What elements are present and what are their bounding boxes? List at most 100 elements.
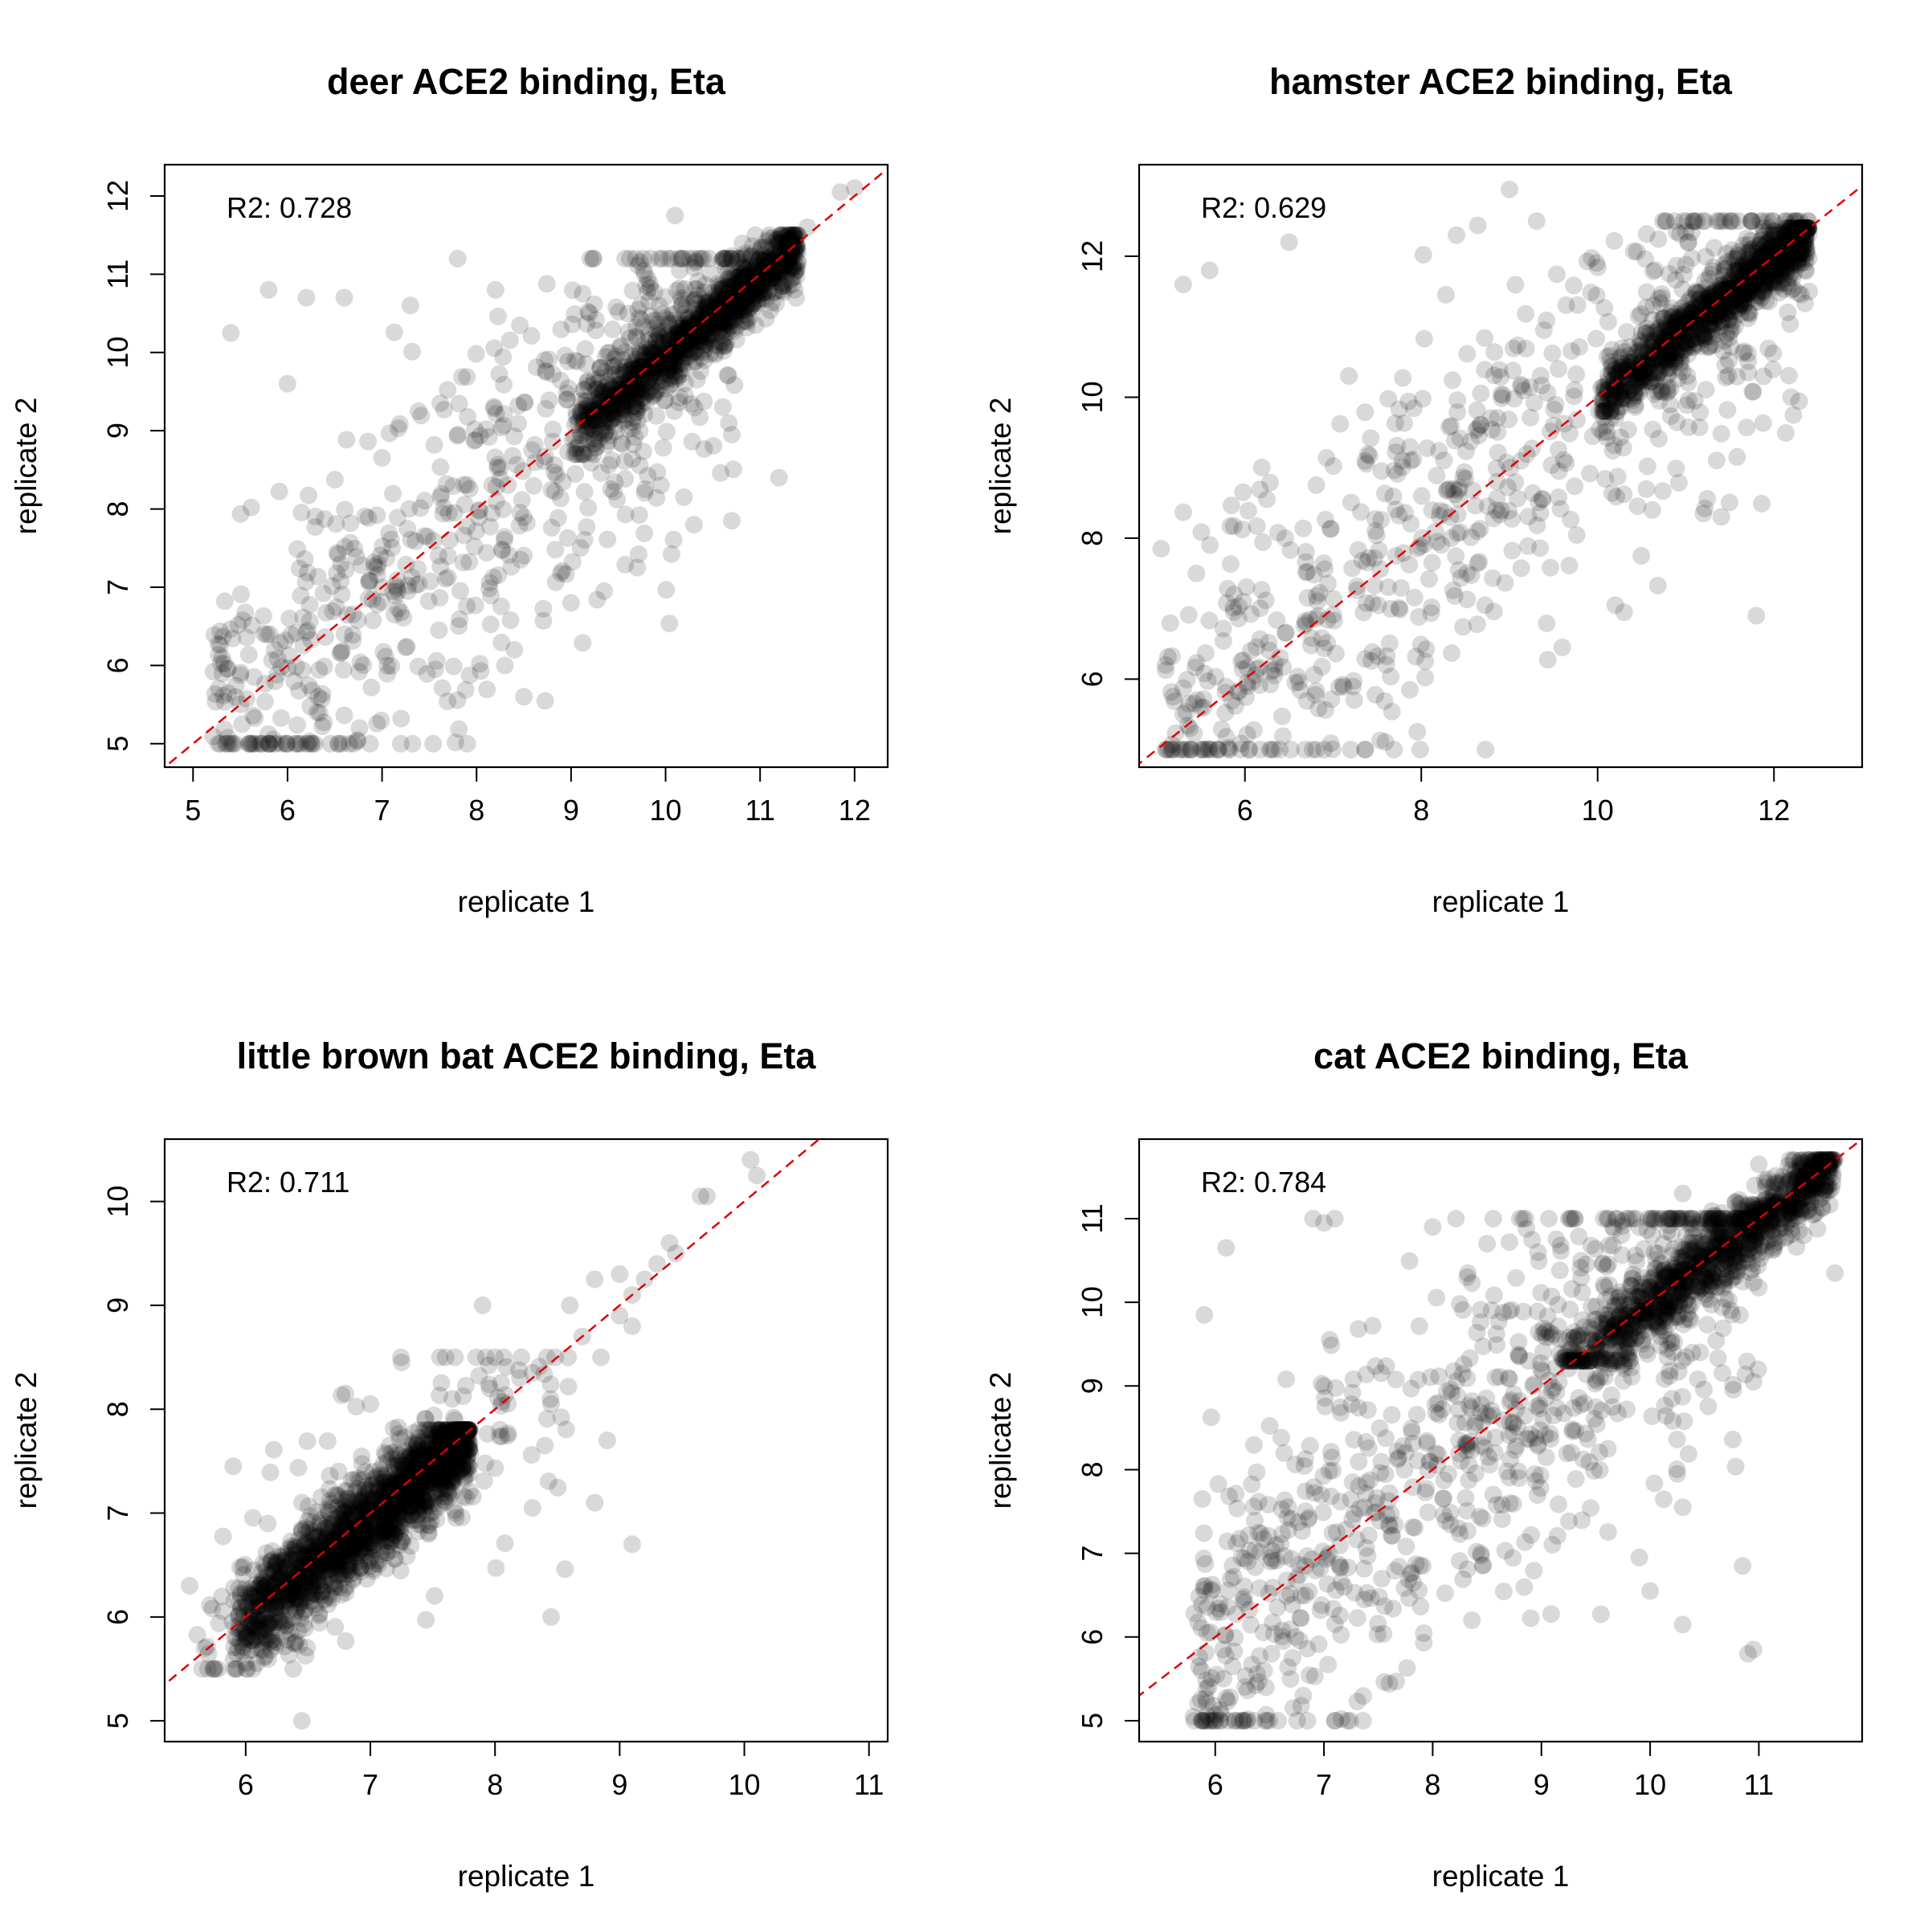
data-point — [478, 544, 496, 562]
data-point — [672, 297, 690, 315]
chart-title: deer ACE2 binding, Eta — [327, 61, 726, 102]
data-point — [255, 607, 272, 625]
x-tick-label: 6 — [280, 794, 296, 827]
data-point — [472, 427, 489, 444]
data-point — [1240, 741, 1258, 758]
data-point — [451, 582, 469, 600]
data-point — [1213, 721, 1231, 738]
data-point — [1554, 639, 1571, 656]
data-point — [1428, 467, 1445, 484]
data-point — [1489, 444, 1507, 462]
data-point — [616, 250, 634, 268]
data-point — [584, 250, 602, 268]
data-point — [1416, 668, 1434, 686]
data-point — [1718, 401, 1736, 419]
data-point — [582, 454, 600, 472]
x-tick-label: 5 — [185, 794, 201, 827]
data-point — [1254, 533, 1272, 551]
data-point — [675, 488, 692, 506]
data-point — [1557, 454, 1575, 472]
x-tick-label: 6 — [1237, 794, 1253, 827]
data-point — [516, 394, 533, 411]
data-point — [1265, 741, 1283, 758]
y-tick-label: 8 — [1076, 530, 1109, 546]
data-point — [392, 710, 410, 728]
data-point — [1785, 280, 1803, 297]
data-point — [695, 393, 713, 410]
data-point — [1469, 217, 1487, 235]
data-point — [784, 236, 802, 254]
data-point — [1308, 476, 1326, 494]
data-point — [309, 688, 327, 706]
data-point — [480, 580, 498, 598]
data-point — [489, 308, 507, 325]
data-point — [1298, 563, 1316, 581]
data-point — [1304, 741, 1321, 758]
data-point — [1307, 682, 1325, 700]
data-point — [386, 324, 403, 341]
data-point — [635, 525, 653, 542]
data-point — [1652, 311, 1670, 329]
data-point — [1749, 240, 1767, 258]
y-tick-label: 5 — [101, 736, 134, 752]
data-point — [381, 424, 398, 442]
data-point — [1187, 565, 1205, 582]
data-point — [1366, 522, 1384, 540]
data-point — [1415, 246, 1432, 263]
data-point — [1686, 392, 1704, 410]
data-point — [1437, 286, 1455, 304]
data-points — [1152, 181, 1818, 758]
data-point — [685, 516, 703, 533]
data-point — [1166, 725, 1184, 742]
data-point — [1294, 520, 1312, 537]
data-point — [1448, 403, 1466, 421]
data-point — [451, 394, 468, 412]
data-point — [1656, 212, 1674, 230]
data-point — [604, 321, 622, 338]
data-point — [1694, 212, 1712, 230]
data-point — [716, 337, 733, 354]
data-point — [390, 600, 407, 618]
data-point — [1524, 484, 1542, 502]
data-point — [607, 299, 625, 317]
data-point — [1377, 733, 1395, 751]
data-point — [1450, 562, 1468, 579]
data-point — [663, 545, 680, 563]
data-point — [240, 646, 258, 664]
data-point — [1728, 448, 1746, 466]
y-tick-label: 6 — [1076, 671, 1109, 687]
data-point — [1432, 502, 1449, 520]
data-point — [1654, 482, 1672, 500]
data-point — [1638, 225, 1656, 243]
data-point — [1513, 559, 1530, 577]
data-point — [1738, 419, 1755, 436]
data-point — [1240, 502, 1257, 520]
data-point — [670, 394, 688, 411]
data-point — [1591, 420, 1608, 438]
data-point — [1201, 262, 1219, 280]
data-point — [337, 562, 354, 579]
data-point — [1362, 429, 1379, 447]
data-point — [720, 367, 737, 385]
data-point — [326, 471, 344, 488]
data-point — [1542, 559, 1559, 577]
data-point — [1192, 523, 1210, 541]
data-point — [1334, 676, 1352, 693]
data-point — [1522, 409, 1539, 427]
data-point — [1628, 243, 1646, 260]
data-point — [1242, 642, 1260, 660]
data-point — [324, 578, 341, 595]
data-point — [1607, 410, 1624, 427]
data-point — [341, 534, 359, 552]
data-point — [490, 366, 508, 383]
data-point — [1415, 330, 1433, 348]
data-point — [1788, 212, 1806, 230]
data-point — [691, 409, 709, 427]
data-point — [1238, 578, 1256, 596]
data-point — [496, 656, 514, 674]
data-point — [210, 680, 227, 697]
data-point — [1157, 656, 1174, 674]
data-point — [1777, 424, 1795, 442]
data-point — [1717, 356, 1734, 374]
